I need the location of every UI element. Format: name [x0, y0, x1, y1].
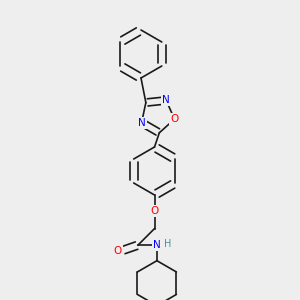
Text: N: N	[153, 240, 161, 250]
Text: H: H	[164, 239, 172, 249]
Text: O: O	[170, 114, 178, 124]
Text: O: O	[150, 206, 159, 216]
Text: N: N	[162, 95, 170, 105]
Text: O: O	[114, 245, 122, 256]
Text: N: N	[138, 118, 146, 128]
